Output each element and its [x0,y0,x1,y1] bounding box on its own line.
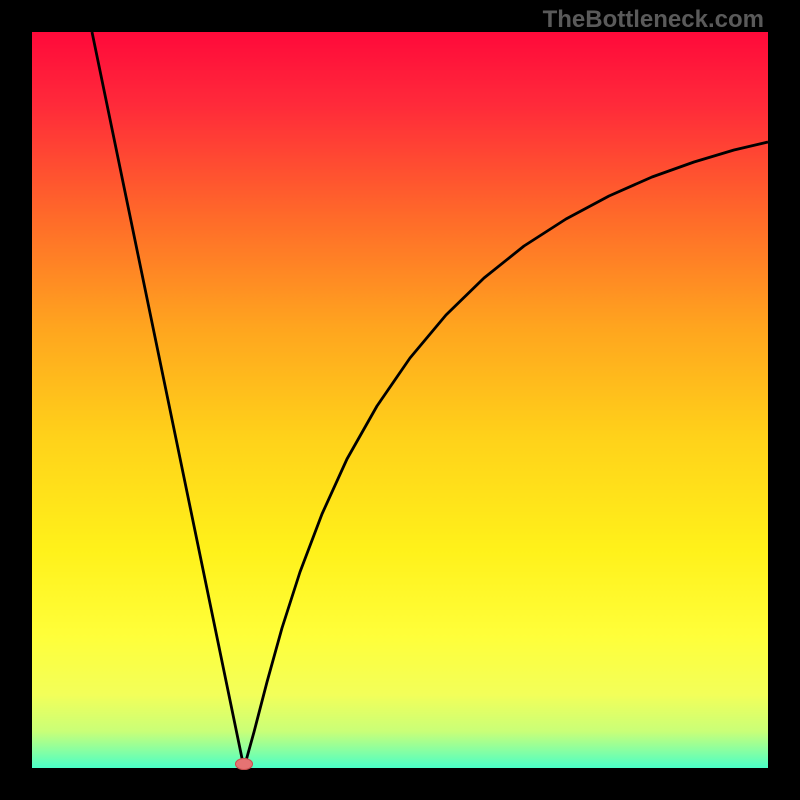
curve-path [92,32,768,768]
vertex-marker [235,758,253,770]
watermark-text: TheBottleneck.com [543,6,764,34]
chart-frame: TheBottleneck.com [0,0,800,800]
bottleneck-curve [0,0,800,800]
